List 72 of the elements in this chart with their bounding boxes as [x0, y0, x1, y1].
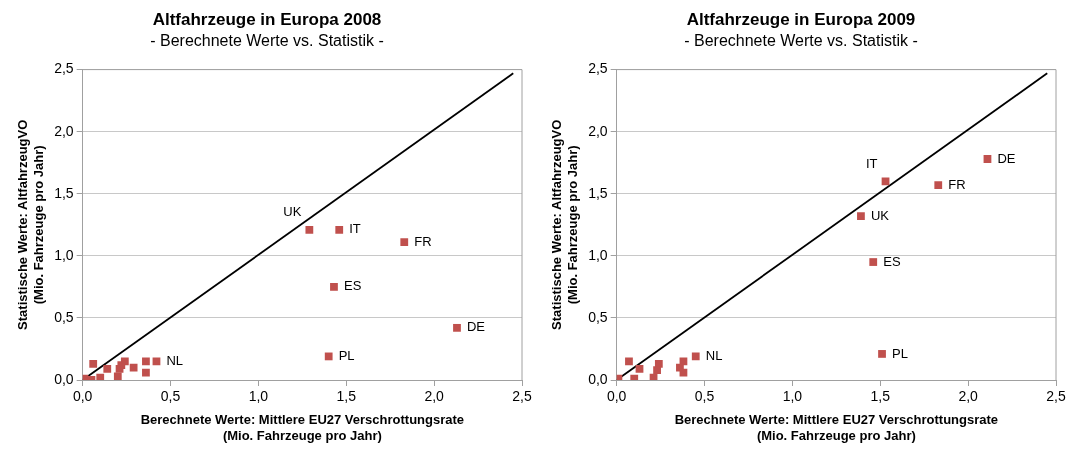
x-tick-label: 0,5 [160, 388, 181, 405]
annotation: UK [283, 204, 302, 220]
point [869, 258, 878, 266]
chart-title: Altfahrzeuge in Europa 2008 [152, 9, 382, 29]
x-axis-title: Berechnete Werte: Mittlere EU27 Verschrottungsrate (Mio. Fahrzeuge pro Jahr) [674, 412, 999, 443]
point [335, 225, 344, 234]
x-tick-label: 2,0 [424, 388, 445, 405]
point [453, 323, 461, 332]
annotation: DE [466, 319, 486, 335]
annotation: DE [997, 150, 1016, 166]
y-tick-label: 0,5 [588, 308, 608, 325]
annotation: FR [414, 233, 432, 249]
x-tick-label: 2,5 [1046, 388, 1066, 405]
point [983, 155, 992, 163]
y-tick-label: 1,5 [588, 184, 608, 201]
y-tick-label: 2,0 [588, 122, 608, 139]
y-tick-label: 0,5 [54, 308, 74, 325]
y-axis-title: Statistische Werte: AltfahrzeugVO (Mio. Fahrzeuge pro Jahr) [15, 119, 46, 330]
point [129, 363, 138, 372]
point [653, 366, 661, 374]
y-tick-label: 0,0 [588, 370, 608, 387]
point [400, 238, 409, 247]
x-tick-label: 1,5 [870, 388, 891, 405]
point [857, 212, 865, 220]
annotation: IT [349, 221, 361, 237]
annotation: PL [892, 345, 908, 361]
x-tick-label: 0,0 [606, 388, 627, 405]
x-tick-label: 2,0 [958, 388, 979, 405]
x-tick-label: 1,5 [336, 388, 357, 405]
x-tick-label: 0,5 [694, 388, 715, 405]
y-tick-label: 1,0 [54, 246, 74, 263]
chart-title: Altfahrzeuge in Europa 2009 [686, 9, 916, 29]
point [635, 364, 644, 373]
annotation: NL [705, 347, 723, 363]
point [96, 373, 105, 380]
point [625, 357, 633, 366]
chart-subtitle: - Berechnete Werte vs. Statistik - [150, 32, 384, 50]
y-axis-title: Statistische Werte: AltfahrzeugVO (Mio. Fahrzeuge pro Jahr) [549, 119, 580, 330]
point [89, 359, 98, 368]
point [103, 364, 112, 373]
point [152, 357, 161, 366]
point [679, 357, 688, 366]
annotation: PL [338, 347, 355, 363]
y-tick-label: 1,5 [54, 184, 74, 201]
annotation: NL [166, 352, 184, 368]
y-tick-label: 0,0 [54, 370, 74, 387]
point [113, 372, 122, 380]
chart-subtitle: - Berechnete Werte vs. Statistik - [684, 32, 918, 50]
x-tick-label: 1,0 [782, 388, 803, 405]
x-tick-label: 0,0 [72, 388, 93, 405]
point [305, 225, 314, 234]
point [691, 352, 700, 361]
y-tick-label: 2,5 [588, 60, 608, 77]
point [881, 177, 890, 186]
point [330, 282, 338, 291]
annotation: ES [343, 278, 362, 294]
x-tick-label: 1,0 [248, 388, 269, 405]
point [117, 361, 126, 369]
y-tick-label: 1,0 [588, 246, 608, 263]
x-axis-title: Berechnete Werte: Mittlere EU27 Verschrottungsrate (Mio. Fahrzeuge pro Jahr) [140, 412, 465, 443]
annotation: FR [948, 176, 966, 192]
point [324, 352, 333, 361]
point [142, 357, 150, 366]
point [878, 350, 886, 358]
y-tick-label: 2,0 [54, 122, 74, 139]
annotation: ES [883, 253, 901, 269]
y-tick-label: 2,5 [54, 60, 74, 77]
x-tick-label: 2,5 [512, 388, 532, 405]
point [934, 181, 943, 189]
annotation: IT [865, 155, 878, 171]
point [142, 368, 150, 377]
annotation: UK [870, 207, 890, 223]
